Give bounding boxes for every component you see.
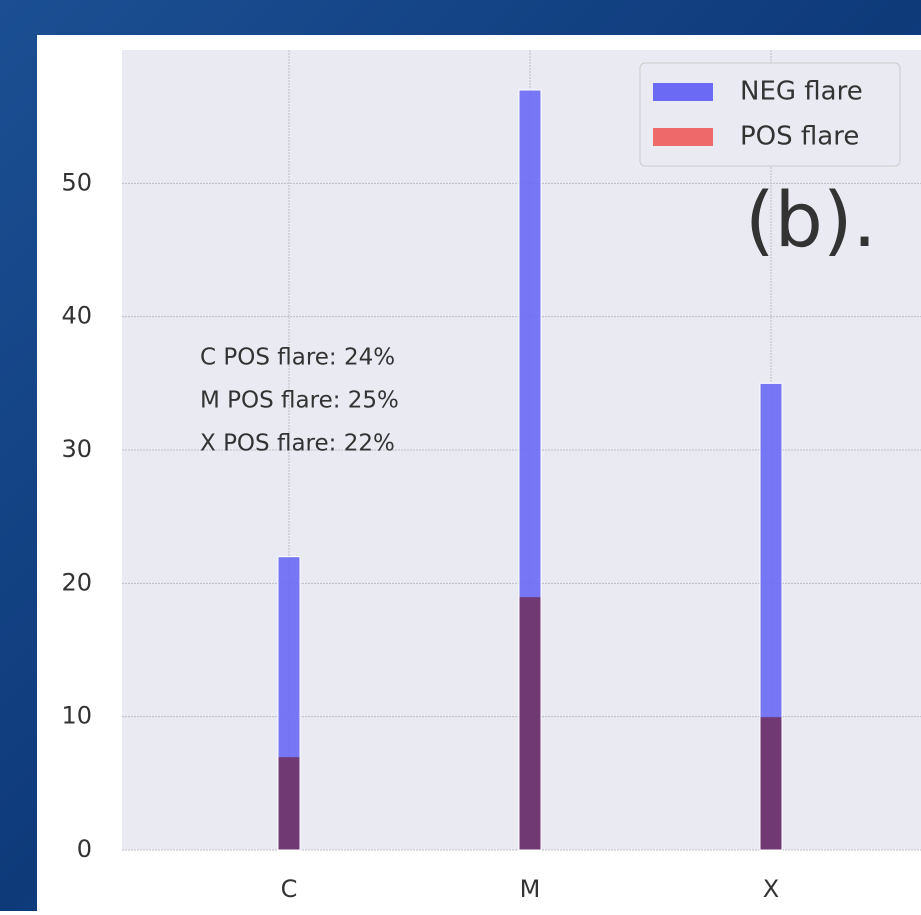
- y-tick-label: 50: [61, 168, 92, 196]
- legend-swatch: [653, 128, 713, 146]
- panel-label: (b).: [745, 175, 877, 264]
- x-tick-label: C: [281, 875, 298, 903]
- y-tick-label: 0: [77, 835, 92, 863]
- y-tick-label: 10: [61, 702, 92, 730]
- bar: [760, 717, 782, 850]
- y-tick-label: 40: [61, 302, 92, 330]
- x-tick-label: X: [763, 875, 779, 903]
- bar: [278, 757, 300, 850]
- y-tick-label: 20: [61, 568, 92, 596]
- chart: 0 10 20 30 40 50 C M X C POS flare: 24% M POS flar…: [0, 0, 921, 911]
- annotation: M POS flare: 25%: [200, 388, 399, 414]
- y-tick-label: 30: [61, 435, 92, 463]
- x-tick-label: M: [520, 875, 541, 903]
- bar: [519, 597, 541, 850]
- legend-swatch: [653, 83, 713, 101]
- annotation: C POS flare: 24%: [200, 345, 395, 371]
- annotation: X POS flare: 22%: [200, 431, 395, 457]
- legend-label: POS flare: [740, 122, 859, 152]
- legend: NEG flare POS flare: [640, 63, 900, 166]
- legend-label: NEG flare: [740, 77, 863, 107]
